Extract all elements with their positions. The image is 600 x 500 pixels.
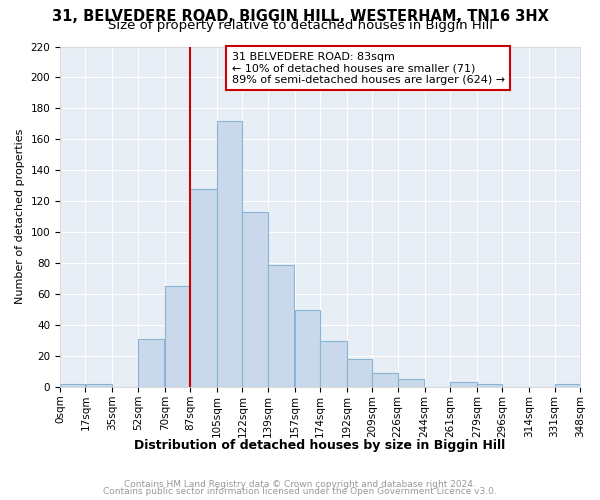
Text: Size of property relative to detached houses in Biggin Hill: Size of property relative to detached ho… <box>107 19 493 32</box>
Bar <box>60 384 85 387</box>
Bar <box>242 212 268 387</box>
X-axis label: Distribution of detached houses by size in Biggin Hill: Distribution of detached houses by size … <box>134 440 506 452</box>
Bar <box>320 340 347 387</box>
Bar <box>268 264 295 387</box>
Text: 31 BELVEDERE ROAD: 83sqm
← 10% of detached houses are smaller (71)
89% of semi-d: 31 BELVEDERE ROAD: 83sqm ← 10% of detach… <box>232 52 505 85</box>
Bar <box>86 384 112 387</box>
Bar <box>398 379 424 387</box>
Bar <box>217 121 242 387</box>
Bar <box>450 382 477 387</box>
Bar <box>138 339 164 387</box>
Bar <box>373 373 398 387</box>
Bar <box>190 189 217 387</box>
Text: Contains public sector information licensed under the Open Government Licence v3: Contains public sector information licen… <box>103 487 497 496</box>
Text: 31, BELVEDERE ROAD, BIGGIN HILL, WESTERHAM, TN16 3HX: 31, BELVEDERE ROAD, BIGGIN HILL, WESTERH… <box>52 9 548 24</box>
Y-axis label: Number of detached properties: Number of detached properties <box>15 129 25 304</box>
Bar <box>555 384 580 387</box>
Text: Contains HM Land Registry data © Crown copyright and database right 2024.: Contains HM Land Registry data © Crown c… <box>124 480 476 489</box>
Bar <box>347 359 372 387</box>
Bar <box>295 310 320 387</box>
Bar <box>477 384 502 387</box>
Bar <box>165 286 190 387</box>
